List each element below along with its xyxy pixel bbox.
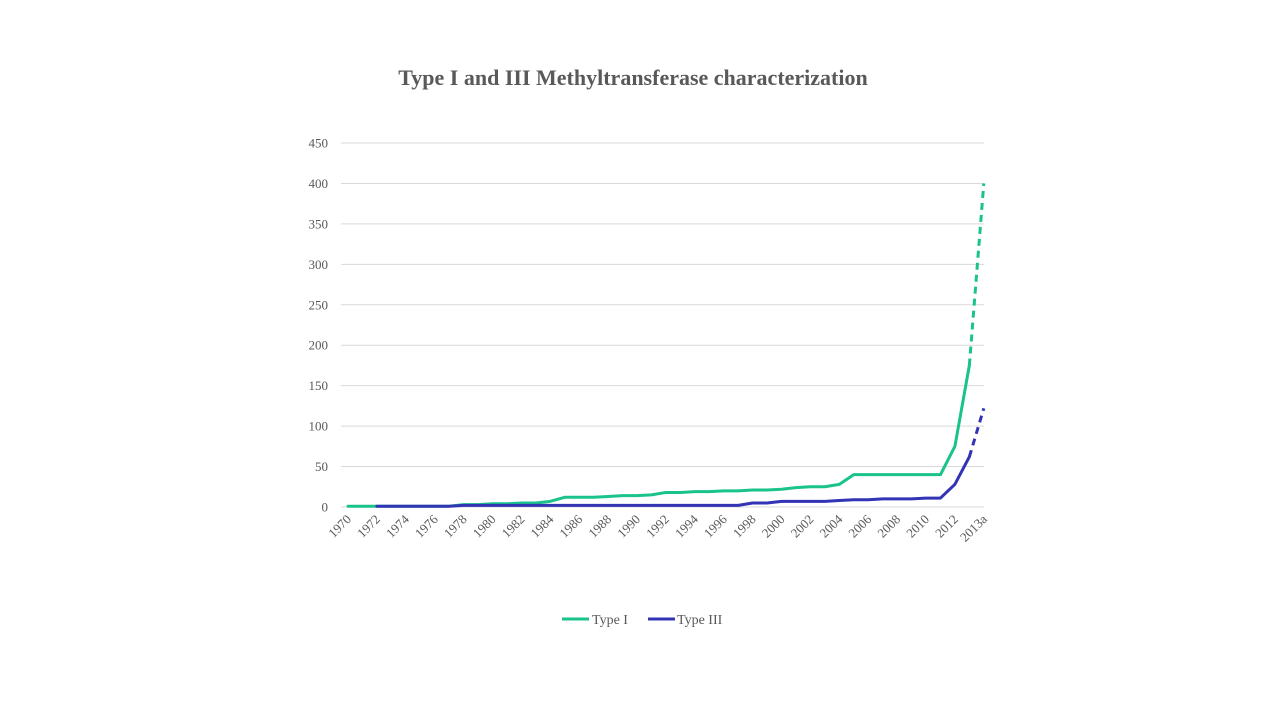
- x-tick-label: 1980: [470, 512, 499, 541]
- series-line-type-i: [346, 363, 971, 508]
- x-tick-label: 1970: [325, 512, 354, 541]
- y-tick-label: 350: [309, 216, 329, 231]
- y-tick-label: 250: [309, 297, 329, 312]
- series-lines: [346, 183, 986, 508]
- x-tick-label: 1978: [441, 512, 470, 541]
- x-tick-label: 2002: [788, 512, 817, 541]
- x-tick-label: 2000: [759, 512, 788, 541]
- x-tick-label: 1982: [499, 512, 528, 541]
- series-line-type-i-projected: [967, 183, 986, 366]
- y-tick-label: 150: [309, 378, 329, 393]
- series-line-type-iii: [375, 455, 971, 508]
- x-tick-label: 1996: [701, 511, 730, 540]
- series-line-type-iii-projected: [967, 407, 986, 458]
- y-tick-label: 50: [315, 459, 328, 474]
- y-tick-label: 300: [309, 257, 329, 272]
- x-tick-label: 1974: [383, 511, 412, 540]
- x-tick-label: 1986: [556, 511, 585, 540]
- y-tick-label: 100: [309, 419, 329, 434]
- x-tick-label: 1998: [730, 512, 759, 541]
- x-tick-label: 2012: [932, 512, 961, 541]
- gridlines: [341, 142, 984, 508]
- y-tick-label: 200: [309, 338, 329, 353]
- y-axis-tick-labels: 0 50 100 150 200 250 300 350 400 450: [309, 136, 329, 515]
- legend-label-type-iii: Type III: [677, 613, 723, 628]
- x-tick-label: 2006: [845, 511, 874, 540]
- x-tick-label: 1984: [527, 511, 556, 540]
- x-axis-tick-labels: 1970 1972 1974 1976 1978 1980 1982 1984 1986 1988…: [325, 511, 990, 544]
- x-tick-label: 1976: [412, 511, 441, 540]
- x-tick-label: 2008: [874, 512, 903, 541]
- x-tick-label: 1994: [672, 511, 701, 540]
- x-tick-label: 1992: [643, 512, 672, 541]
- chart-title: Type I and III Methyltransferase charact…: [398, 65, 867, 90]
- x-tick-label: 2004: [816, 511, 845, 540]
- x-tick-label: 1988: [585, 512, 614, 541]
- x-tick-label: 1972: [354, 512, 383, 541]
- y-tick-label: 0: [322, 500, 329, 515]
- x-tick-label: 2010: [903, 512, 932, 541]
- legend: Type I Type III: [562, 613, 723, 628]
- legend-label-type-i: Type I: [592, 613, 628, 628]
- x-tick-label: 2013a: [957, 511, 990, 544]
- y-tick-label: 400: [309, 176, 329, 191]
- x-tick-label: 1990: [614, 512, 643, 541]
- y-tick-label: 450: [309, 136, 329, 151]
